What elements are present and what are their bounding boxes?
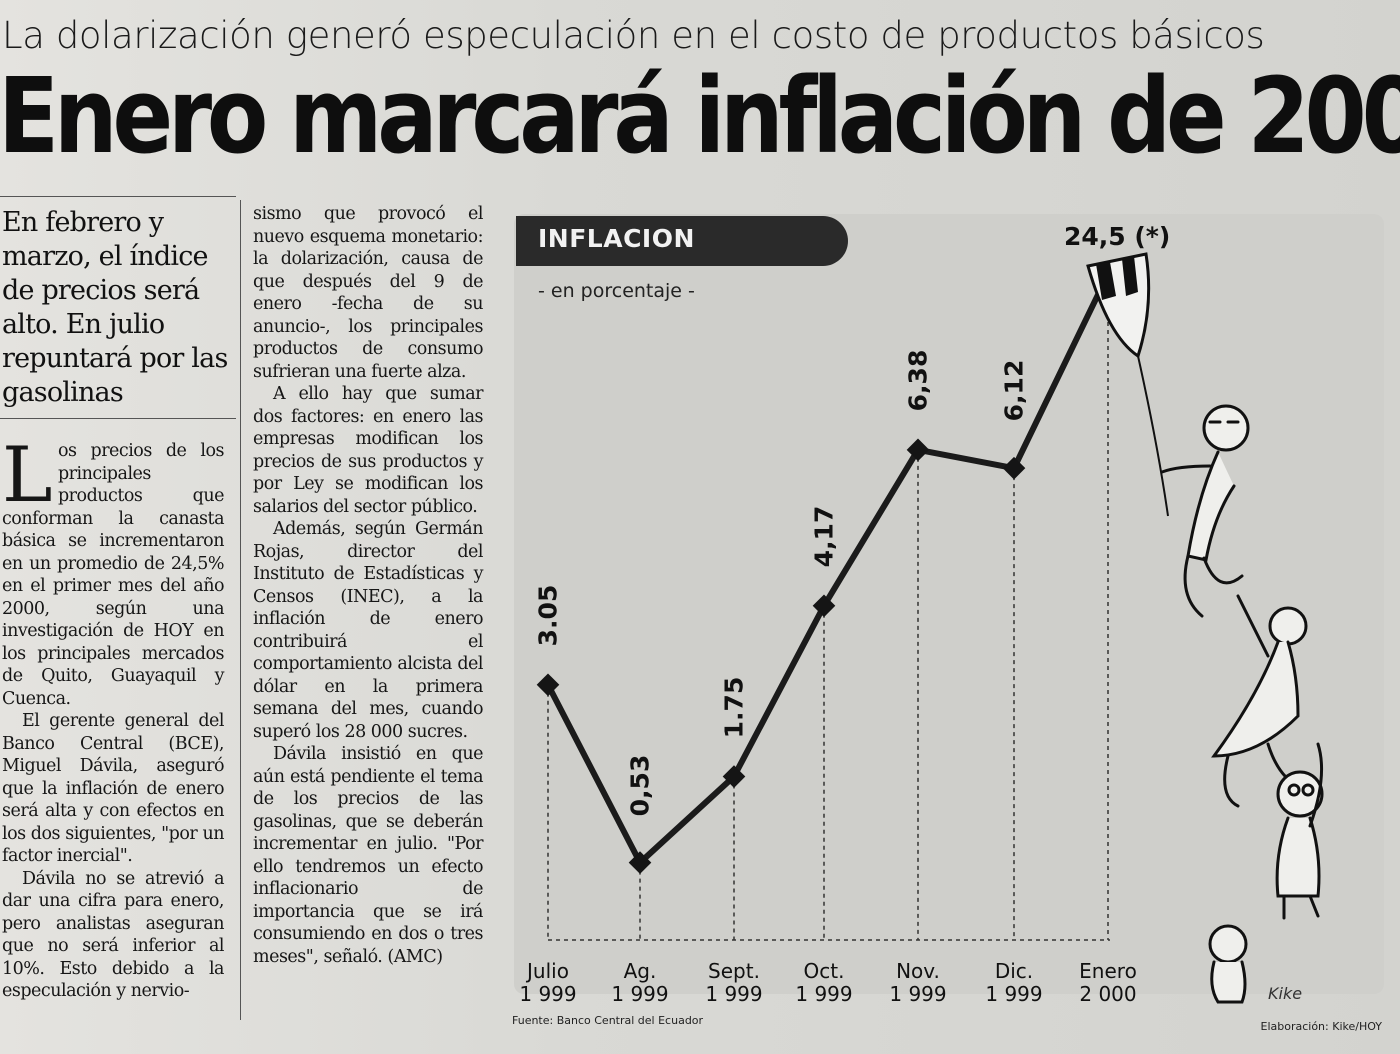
paragraph-4: sismo que provocó el nuevo esquema monet… <box>253 204 484 382</box>
data-point-marker <box>812 594 836 618</box>
paragraph-1-text: os precios de los principales productos … <box>2 441 225 709</box>
inflation-chart: INFLACION - en porcentaje - Julio 1 999 Ag… <box>498 196 1400 1054</box>
article-headline: Enero marcará inflación de 2000 <box>0 55 1400 177</box>
dropcap: L <box>2 430 52 519</box>
artist-signature: Kike <box>1268 984 1303 1003</box>
data-label: 0,53 <box>625 754 655 816</box>
child-eye-right <box>1301 783 1315 797</box>
chart-unit-label: - en porcentaje - <box>538 280 695 302</box>
data-point-marker <box>1002 456 1026 480</box>
data-label: 6,12 <box>999 359 1029 422</box>
kite-illustration <box>1086 252 1169 517</box>
child-eye-left <box>1287 783 1301 797</box>
people-illustration <box>1160 404 1324 1004</box>
data-label: 4,17 <box>809 505 839 568</box>
inflation-chart-svg <box>514 214 1384 1004</box>
x-tick-label: Sept. 1 999 <box>705 959 763 1006</box>
chart-credit: Elaboración: Kike/HOY <box>1260 1020 1383 1033</box>
x-tick-label: Oct. 1 999 <box>795 959 853 1006</box>
chart-source: Fuente: Banco Central del Ecuador <box>512 1014 704 1027</box>
column-divider <box>240 200 241 1020</box>
x-tick-label: Ag. 1 999 <box>611 959 669 1006</box>
article-column-2: sismo que provocó el nuevo esquema monet… <box>253 203 484 968</box>
article-kicker: La dolarización generó especulación en e… <box>2 14 1265 57</box>
woman-arm-up <box>1236 594 1270 658</box>
drop-lines <box>547 274 1109 940</box>
woman-head <box>1268 606 1308 646</box>
kite-stripes <box>1096 256 1138 300</box>
child-arm-up <box>1308 742 1324 828</box>
lede-rule <box>0 196 236 197</box>
man-arm-up <box>1160 464 1212 474</box>
man-head <box>1202 404 1250 452</box>
chart-title-bar <box>516 216 848 266</box>
x-tick-label: Enero 2 000 <box>1079 959 1137 1006</box>
data-label: 6,38 <box>903 349 933 412</box>
paragraph-7: Dávila insistió en que aún está pendient… <box>253 744 484 967</box>
x-tick-label: Julio 1 999 <box>519 959 577 1006</box>
paragraph-6: Además, según Germán Rojas, director del… <box>253 519 484 742</box>
woman-dress <box>1211 640 1300 758</box>
x-tick-label: Dic. 1 999 <box>985 959 1043 1006</box>
small-figure-head <box>1208 924 1248 964</box>
x-tick-label: Nov. 1 999 <box>889 959 947 1006</box>
paragraph-2: El gerente general del Banco Central (BC… <box>2 711 225 866</box>
child-legs <box>1282 894 1320 920</box>
data-point-marker <box>906 438 930 462</box>
paragraph-5: A ello hay que sumar dos factores: en en… <box>253 384 484 517</box>
body-rule <box>0 418 236 419</box>
man-legs <box>1183 554 1244 618</box>
data-label: 1.75 <box>719 676 749 738</box>
plot-area <box>514 214 1384 994</box>
child-body <box>1275 816 1321 898</box>
chart-title: INFLACION <box>538 224 695 253</box>
article-lede: En febrero y marzo, el índice de precios… <box>2 207 228 408</box>
child-head <box>1276 770 1324 818</box>
data-label: 3.05 <box>533 584 563 647</box>
data-label-peak: 24,5 (*) <box>1064 222 1171 251</box>
paragraph-3: Dávila no se atrevió a dar una cifra par… <box>2 868 225 1002</box>
kite-tail <box>1137 355 1169 517</box>
small-figure-body <box>1210 960 1247 1004</box>
